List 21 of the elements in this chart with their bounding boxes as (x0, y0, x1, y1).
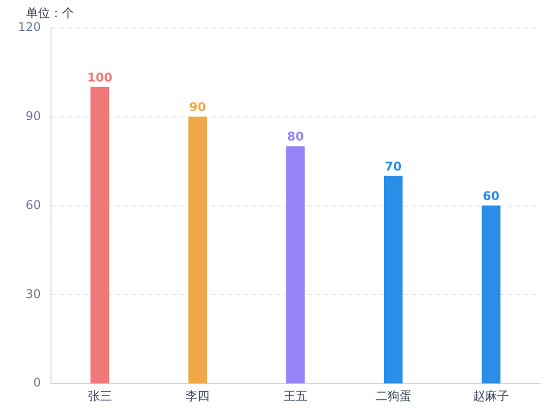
x-tick-label: 张三 (88, 388, 112, 403)
data-label: 90 (189, 100, 206, 114)
data-label: 70 (384, 159, 402, 174)
x-tick-label: 二狗蛋 (375, 388, 412, 403)
x-tick-label: 王五 (283, 388, 308, 403)
x-tick-label: 李四 (186, 388, 210, 403)
bar (188, 116, 207, 384)
bar (90, 86, 110, 384)
bar (384, 176, 403, 384)
y-tick-label: 90 (26, 109, 41, 124)
data-label: 60 (482, 188, 500, 203)
data-label: 100 (87, 70, 112, 84)
bar (286, 146, 305, 384)
y-tick-label: 60 (26, 198, 41, 212)
y-tick-label: 30 (26, 286, 41, 301)
y-tick-label: 120 (18, 20, 41, 34)
data-label: 80 (287, 130, 304, 144)
y-tick-label: 0 (33, 376, 41, 390)
bar (482, 205, 500, 384)
x-tick-label: 赵麻子 (473, 388, 510, 403)
y-axis-title: 单位：个 (26, 6, 74, 20)
